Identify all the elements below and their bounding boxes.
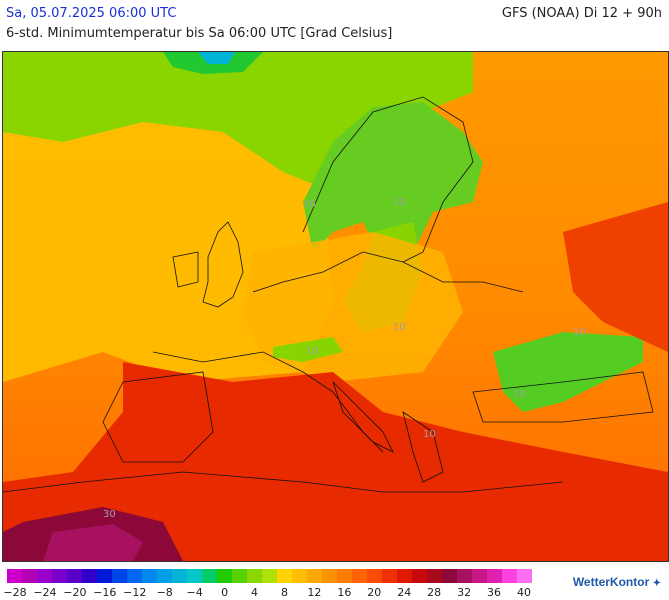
legend-swatch (217, 569, 232, 583)
legend-swatch (307, 569, 322, 583)
legend-swatch (187, 569, 202, 583)
east-hot-zone (563, 202, 668, 352)
color-scale-legend (7, 569, 532, 583)
legend-swatch (487, 569, 502, 583)
logo-icon: ✦ (652, 578, 661, 589)
legend-swatch (157, 569, 172, 583)
alps-cool-zone (273, 337, 343, 362)
contour-label: 10 (423, 429, 436, 440)
legend-tick-label: 12 (307, 586, 322, 599)
legend-swatch (337, 569, 352, 583)
legend-tick-label: −20 (63, 586, 87, 599)
legend-tick-label: 28 (427, 586, 442, 599)
legend-swatch (67, 569, 82, 583)
legend-tick-label: 24 (397, 586, 412, 599)
legend-swatch (52, 569, 67, 583)
legend-swatch (37, 569, 52, 583)
temperature-map: 10 10 10 10 10 10 10 30 (2, 51, 669, 562)
legend-swatch (322, 569, 337, 583)
legend-tick-label: −28 (3, 586, 27, 599)
contour-label: 10 (393, 197, 406, 208)
legend-swatch (457, 569, 472, 583)
legend-swatch (442, 569, 457, 583)
coastlines (3, 96, 654, 493)
legend-tick-label: 4 (251, 586, 259, 599)
legend-tick-label: −8 (156, 586, 173, 599)
legend-swatch (172, 569, 187, 583)
legend-swatch (397, 569, 412, 583)
map-subtitle: 6-std. Minimumtemperatur bis Sa 06:00 UT… (6, 26, 393, 41)
contour-label: 10 (513, 389, 526, 400)
legend-tick-label: −24 (33, 586, 57, 599)
arctic-coldest-spot (198, 52, 235, 64)
turkey-cool-zone (493, 332, 643, 412)
legend-tick-label: 8 (280, 586, 288, 599)
legend-swatch (352, 569, 367, 583)
central-europe-mild-zone (243, 232, 463, 382)
forecast-datetime: Sa, 05.07.2025 06:00 UTC (6, 6, 177, 21)
model-run-label: GFS (NOAA) Di 12 + 90h (501, 6, 662, 21)
legend-swatch (7, 569, 22, 583)
legend-swatch (367, 569, 382, 583)
legend-swatch (232, 569, 247, 583)
legend-tick-label: 32 (457, 586, 472, 599)
legend-swatch (97, 569, 112, 583)
legend-swatch (142, 569, 157, 583)
legend-swatch (247, 569, 262, 583)
wetterkontor-logo: WetterKontor ✦ (573, 575, 661, 589)
legend-swatch (202, 569, 217, 583)
logo-text: WetterKontor (572, 575, 650, 589)
legend-swatch (382, 569, 397, 583)
legend-swatch (427, 569, 442, 583)
legend-swatch (502, 569, 517, 583)
legend-tick-label: 0 (221, 586, 229, 599)
legend-tick-label: −16 (93, 586, 117, 599)
legend-swatch (22, 569, 37, 583)
legend-tick-label: 40 (517, 586, 531, 599)
legend-swatch (517, 569, 532, 583)
legend-tick-label: 16 (337, 586, 352, 599)
legend-tick-label: −12 (123, 586, 147, 599)
legend-swatch (472, 569, 487, 583)
legend-swatch (277, 569, 292, 583)
contour-label: 10 (303, 199, 316, 210)
mediterranean-hot-zone (3, 362, 668, 561)
contour-label: 30 (103, 509, 116, 520)
legend-tick-label: 36 (487, 586, 502, 599)
legend-tick-label: 20 (367, 586, 382, 599)
sahara-extreme-core (43, 524, 143, 561)
legend-swatch (412, 569, 427, 583)
legend-swatch (292, 569, 307, 583)
legend-swatch (112, 569, 127, 583)
legend-swatch (262, 569, 277, 583)
contour-label: 10 (393, 322, 406, 333)
contour-label: 10 (306, 346, 319, 357)
scandinavia-cool-zone (303, 102, 483, 262)
contour-label: 10 (573, 327, 586, 338)
legend-swatch (127, 569, 142, 583)
legend-swatch (82, 569, 97, 583)
legend-tick-label: −4 (186, 586, 203, 599)
color-scale-ticks: −28 −24 −20 −16 −12 −8 −4 0 4 8 12 16 20 24 28 32 36 40 (3, 586, 532, 600)
